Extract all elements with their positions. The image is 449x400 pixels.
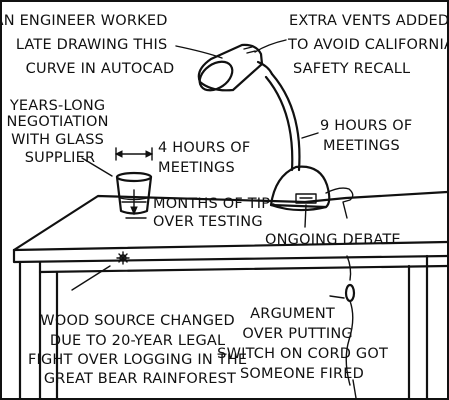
- arm-meetings-caption: 9 HOURS OF MEETINGS: [320, 118, 417, 154]
- cord-switch-icon: [295, 193, 317, 204]
- tipover-arrow: [125, 189, 147, 219]
- tipover-caption: MONTHS OF TIP- OVER TESTING: [153, 196, 280, 230]
- engineer-caption: AN ENGINEER WORKED LATE DRAWING THIS CUR…: [0, 13, 174, 77]
- cup-meetings-caption: 4 HOURS OF MEETINGS: [158, 140, 255, 176]
- wood-caption: WOOD SOURCE CHANGED DUE TO 20-YEAR LEGAL…: [28, 313, 252, 387]
- argument-caption: ARGUMENT OVER PUTTING SWITCH ON CORD GOT…: [217, 306, 393, 382]
- vents-caption: EXTRA VENTS ADDED TO AVOID CALIFORNIA SA…: [287, 13, 449, 77]
- debate-caption: ONGOING DEBATE: [265, 232, 401, 248]
- wood-knot-icon: [116, 251, 130, 265]
- negotiation-caption: YEARS-LONG NEGOTIATION WITH GLASS SUPPLI…: [7, 98, 114, 166]
- annotation-lines: [71, 39, 345, 299]
- cup-width-arrow: [114, 147, 154, 161]
- wooden-table-icon: [12, 190, 449, 400]
- hanging-cord: [344, 255, 357, 399]
- desk-lamp-icon: [197, 43, 354, 219]
